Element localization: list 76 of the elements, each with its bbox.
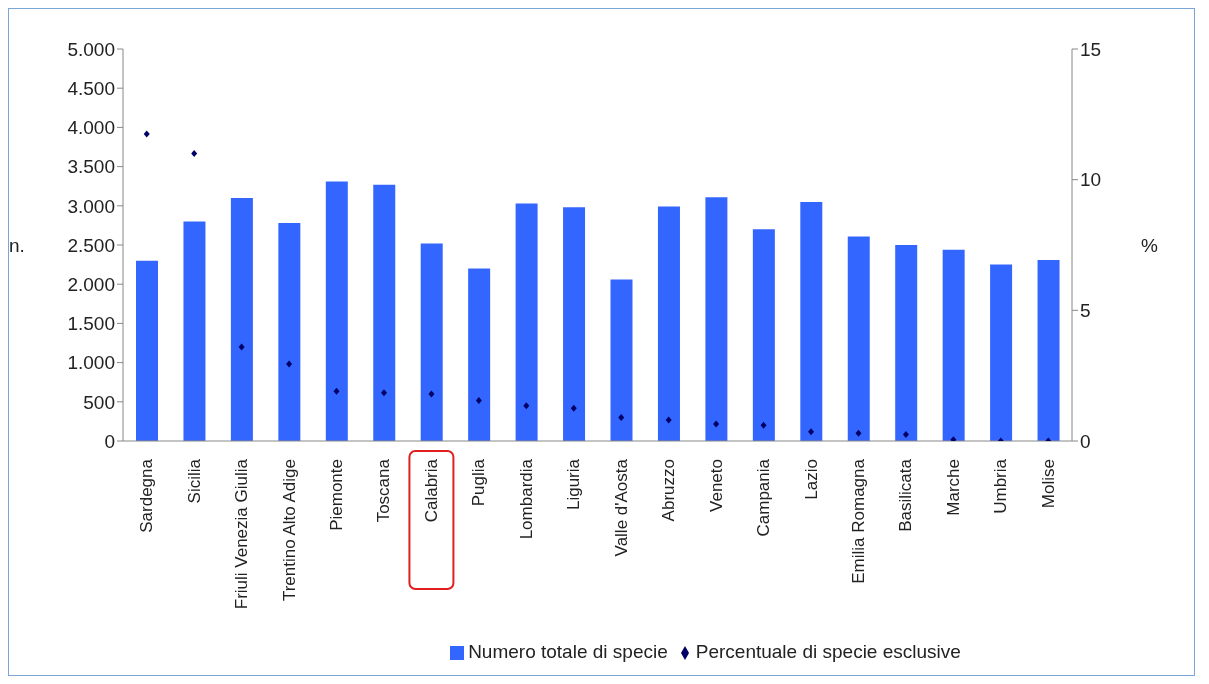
bar (1037, 259, 1060, 441)
x-tick-label: Sardegna (137, 458, 157, 533)
x-tick-label: Friuli Venezia Giulia (232, 458, 252, 610)
point (855, 429, 862, 437)
bar (420, 243, 443, 441)
point (143, 130, 150, 138)
bar (373, 184, 396, 441)
y-tick-label: 4.500 (67, 77, 115, 99)
bar (468, 268, 491, 441)
y-tick-label: 2.500 (67, 234, 115, 256)
x-tick-label: Valle d'Aosta (611, 458, 631, 557)
bar (895, 245, 918, 441)
bar (847, 236, 870, 441)
x-tick-label: Lombardia (516, 458, 536, 540)
x-tick-label: Campania (754, 458, 774, 537)
x-tick-label: Marche (943, 459, 963, 516)
point (760, 421, 767, 429)
bar (278, 223, 301, 441)
point (333, 387, 340, 395)
x-tick-label: Trentino Alto Adige (279, 459, 299, 602)
point (665, 416, 672, 424)
bar (752, 229, 775, 441)
bar (183, 221, 206, 441)
point (902, 430, 909, 438)
point (713, 420, 720, 428)
point (570, 404, 577, 412)
point (380, 389, 387, 397)
bar (230, 197, 253, 441)
point (191, 150, 198, 158)
y-tick-label: 4.000 (67, 117, 115, 139)
x-tick-label: Puglia (469, 458, 489, 507)
x-tick-label: Toscana (374, 458, 394, 523)
y2-tick-label: 10 (1080, 169, 1102, 191)
x-tick-label: Sicilia (184, 458, 204, 504)
x-tick-label: Liguria (564, 458, 584, 511)
bar (800, 201, 823, 441)
point (238, 343, 245, 351)
bar (563, 207, 586, 441)
y-tick-label: 500 (83, 391, 115, 413)
legend-label: Numero totale di specie (468, 641, 668, 662)
point (475, 396, 482, 404)
bar (515, 203, 538, 441)
y-tick-label: 3.500 (67, 156, 115, 178)
y-tick-label: 0 (104, 430, 115, 452)
x-tick-label: Basilicata (896, 458, 916, 532)
point (523, 402, 530, 410)
y2-tick-label: 15 (1080, 38, 1102, 60)
y-tick-label: 3.000 (67, 195, 115, 217)
y-tick-label: 1.500 (67, 313, 115, 335)
x-tick-label: Umbria (991, 458, 1011, 514)
x-tick-label: Veneto (706, 459, 726, 512)
bar (942, 249, 965, 441)
bar (325, 181, 348, 441)
x-tick-label: Lazio (801, 459, 821, 500)
bar (705, 197, 728, 441)
bar (610, 279, 633, 441)
y2-tick-label: 5 (1080, 300, 1091, 322)
x-tick-label: Abruzzo (659, 459, 679, 522)
x-tick-label: Piemonte (327, 459, 347, 531)
y2-tick-label: 0 (1080, 430, 1091, 452)
y-tick-label: 2.000 (67, 273, 115, 295)
y-axis-title: n. (9, 234, 25, 256)
point (286, 360, 293, 368)
y-tick-label: 1.000 (67, 352, 115, 374)
point (950, 436, 957, 441)
point (618, 413, 625, 421)
legend-label: Percentuale di specie esclusive (695, 641, 961, 662)
x-tick-label: Emilia Romagna (848, 458, 868, 584)
y-tick-label: 5.000 (67, 38, 115, 60)
point (808, 428, 815, 436)
x-tick-label: Molise (1038, 459, 1058, 509)
bar (990, 264, 1013, 441)
x-tick-label: Calabria (421, 458, 441, 523)
y2-axis-title: % (1141, 234, 1159, 256)
bar (657, 206, 680, 441)
bar (136, 260, 158, 441)
